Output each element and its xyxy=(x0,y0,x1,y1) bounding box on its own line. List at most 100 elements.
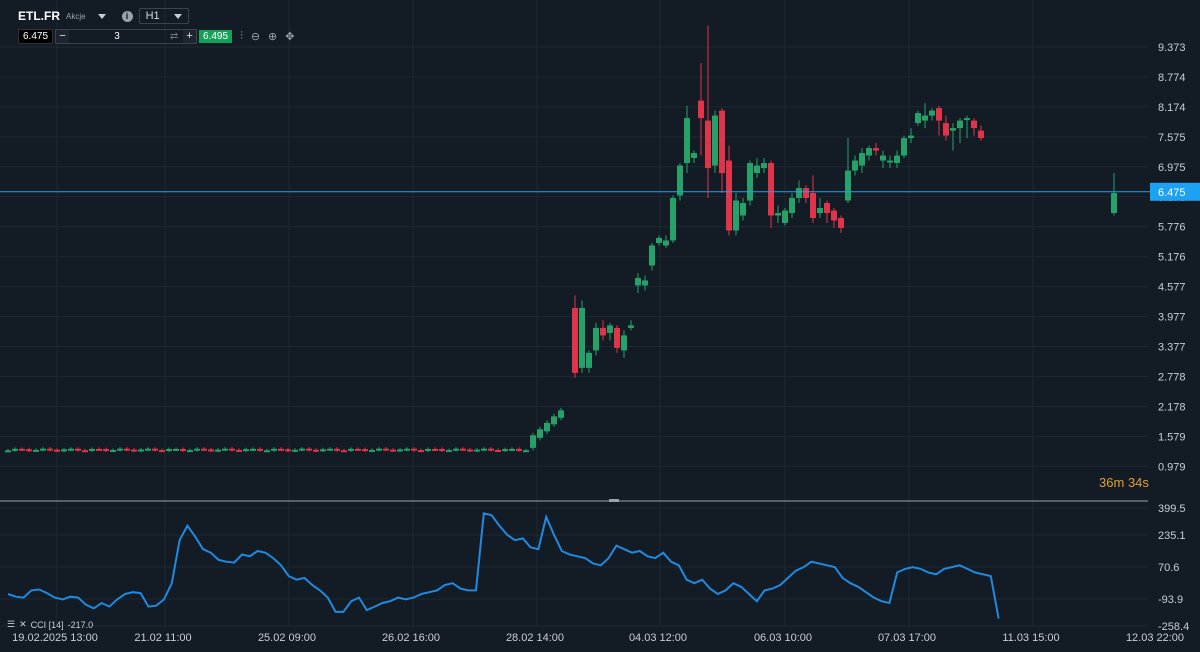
candle-body xyxy=(124,448,130,451)
candle-body xyxy=(915,113,921,124)
quantity-stepper[interactable]: − 3 ⇄ + xyxy=(55,29,198,44)
move-icon[interactable]: ✥ xyxy=(285,31,295,43)
candle-body xyxy=(558,410,564,418)
candle-body xyxy=(159,450,165,453)
candle-body xyxy=(404,448,410,451)
candle-body xyxy=(971,120,977,129)
sell-price-button[interactable]: 6.475 xyxy=(18,29,54,44)
candle-body xyxy=(26,449,32,452)
cci-axis-label: -258.4 xyxy=(1158,621,1189,633)
candle-body xyxy=(103,449,109,452)
candle-body xyxy=(537,429,543,438)
time-axis-label: 04.03 12:00 xyxy=(629,632,687,644)
decrease-quantity-button[interactable]: − xyxy=(56,30,70,43)
price-axis-label: 0.979 xyxy=(1158,461,1186,473)
candle-body xyxy=(47,448,53,451)
indicator-name: CCI [14] xyxy=(30,619,64,630)
candle-body xyxy=(838,218,844,228)
price-axis-label: 1.579 xyxy=(1158,431,1186,443)
chevron-down-icon xyxy=(173,13,182,19)
candle-body xyxy=(12,448,18,451)
candles xyxy=(5,25,1117,453)
zoom-in-icon[interactable]: ⊕ xyxy=(268,31,278,43)
candle-body xyxy=(782,210,788,224)
cci-axis-label: 70.6 xyxy=(1158,562,1179,574)
timeframe-value: H1 xyxy=(145,10,160,22)
candle-countdown: 36m 34s xyxy=(1099,475,1149,490)
candle-body xyxy=(138,449,144,452)
candle-body xyxy=(754,165,760,174)
candle-body xyxy=(586,352,592,368)
candle-body xyxy=(397,449,403,452)
candle-body xyxy=(327,448,333,451)
time-axis-label: 07.03 17:00 xyxy=(878,632,936,644)
candle-body xyxy=(810,193,816,219)
candle-body xyxy=(509,448,515,451)
candle-body xyxy=(19,448,25,451)
buy-price-button[interactable]: 6.495 xyxy=(199,30,233,43)
zoom-out-icon[interactable]: ⊖ xyxy=(250,31,261,43)
candle-body xyxy=(299,448,305,451)
candle-body xyxy=(117,448,123,451)
candle-body xyxy=(684,118,690,164)
candle-body xyxy=(173,448,179,451)
info-icon[interactable]: i xyxy=(121,10,133,22)
price-axis-label: 3.977 xyxy=(1158,312,1186,324)
candle-body xyxy=(61,449,67,452)
close-icon[interactable]: ✕ xyxy=(19,619,27,629)
candle-body xyxy=(474,449,480,452)
candle-body xyxy=(54,449,60,452)
symbol-name[interactable]: ETL.FR xyxy=(18,9,60,23)
candle-body xyxy=(516,448,522,451)
price-axis-label: 3.377 xyxy=(1158,342,1186,354)
candle-body xyxy=(194,448,200,451)
candle-body xyxy=(523,450,529,453)
candle-body xyxy=(362,449,368,452)
swap-icon[interactable]: ⇄ xyxy=(169,31,179,42)
candle-body xyxy=(978,130,984,139)
menu-icon[interactable]: ☰ xyxy=(7,619,16,629)
chart-type-icon[interactable]: ⫶ xyxy=(240,30,243,42)
timeframe-select[interactable]: H1 xyxy=(138,8,189,24)
candle-body xyxy=(264,450,270,453)
candle-body xyxy=(950,128,956,131)
indicator-value: -217.0 xyxy=(67,619,94,630)
candle-body xyxy=(761,163,767,169)
increase-quantity-button[interactable]: + xyxy=(183,30,197,43)
candle-body xyxy=(341,450,347,453)
quantity-input[interactable]: 3 xyxy=(69,31,166,42)
candle-body xyxy=(901,138,907,156)
chart-header: ETL.FR Akcje i H1 xyxy=(6,6,189,26)
pane-resize-handle xyxy=(609,499,619,502)
candle-body xyxy=(460,448,466,451)
candle-body xyxy=(964,118,970,121)
candle-body xyxy=(187,450,193,453)
candle-body xyxy=(320,449,326,452)
candle-body xyxy=(278,448,284,451)
price-axis-label: 6.975 xyxy=(1158,162,1186,174)
candle-body xyxy=(593,327,599,351)
countdown-minutes: 36 xyxy=(1099,475,1114,490)
candle-body xyxy=(803,188,809,199)
candle-body xyxy=(530,435,536,448)
candle-body xyxy=(376,448,382,451)
candle-body xyxy=(740,203,746,216)
candle-body xyxy=(243,449,249,452)
candle-body xyxy=(852,160,858,171)
candle-body xyxy=(936,108,942,121)
candle-body xyxy=(635,277,641,286)
candle-body xyxy=(68,448,74,451)
candle-body xyxy=(390,449,396,452)
symbol-dropdown-icon[interactable] xyxy=(97,13,106,19)
market-type: Akcje xyxy=(66,11,86,21)
candle-body xyxy=(607,325,613,333)
candle-body xyxy=(929,110,935,116)
candle-body xyxy=(82,450,88,453)
candle-body xyxy=(908,135,914,139)
candle-body xyxy=(894,155,900,164)
current-price-badge xyxy=(1150,182,1200,201)
candle-body xyxy=(789,198,795,214)
candle-body xyxy=(677,165,683,196)
candle-body xyxy=(110,450,116,453)
